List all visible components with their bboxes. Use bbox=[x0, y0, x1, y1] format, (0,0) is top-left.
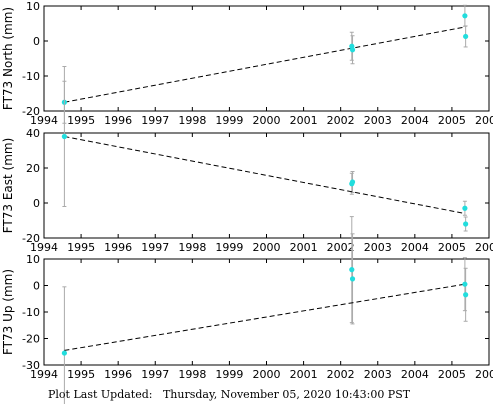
x-tick-label: 2002 bbox=[327, 368, 355, 381]
panel-1: 1994 1995 1996 1997 1998 1999 2000 2001 2002 2003… bbox=[1, 0, 493, 127]
x-tick-label: 1995 bbox=[67, 241, 95, 254]
x-tick-label: 2000 bbox=[253, 241, 281, 254]
x-tick-label: 1997 bbox=[141, 368, 169, 381]
x-tick-label: 1994 bbox=[30, 114, 58, 127]
y-tick-label: -10 bbox=[22, 70, 40, 83]
x-tick-label: 2003 bbox=[364, 368, 392, 381]
x-tick-label: 2000 bbox=[253, 114, 281, 127]
x-tick-label: 1997 bbox=[141, 114, 169, 127]
y-axis-label: FT73 East (mm) bbox=[1, 138, 15, 234]
x-tick-label: 2006 bbox=[475, 114, 493, 127]
trend-line bbox=[64, 26, 465, 103]
x-tick-label: 1996 bbox=[104, 114, 132, 127]
trend-line bbox=[64, 283, 465, 351]
panel-3: 1994 1995 1996 1997 1998 1999 2000 2001 2002 2003… bbox=[1, 216, 493, 404]
plot-frame bbox=[43, 258, 490, 366]
plot-frame bbox=[43, 5, 490, 112]
data-point bbox=[61, 133, 67, 140]
x-tick-label: 1996 bbox=[104, 368, 132, 381]
y-tick-label: 10 bbox=[26, 0, 40, 13]
panel-2: 1994 1995 1996 1997 1998 1999 2000 2001 2002 2003… bbox=[1, 66, 493, 254]
x-tick-label: 2000 bbox=[253, 368, 281, 381]
x-tick-label: 2006 bbox=[475, 241, 493, 254]
y-axis-label: FT73 North (mm) bbox=[1, 7, 15, 110]
data-point bbox=[462, 205, 468, 211]
y-tick-label: 40 bbox=[26, 127, 40, 140]
x-tick-label: 2003 bbox=[364, 241, 392, 254]
data-point bbox=[349, 267, 355, 273]
y-tick-label: 20 bbox=[26, 162, 40, 175]
x-tick-label: 1996 bbox=[104, 241, 132, 254]
x-tick-label: 1995 bbox=[67, 368, 95, 381]
data-point bbox=[349, 276, 356, 282]
y-tick-label: -20 bbox=[22, 232, 40, 245]
x-tick-label: 1998 bbox=[178, 241, 206, 254]
x-tick-label: 2006 bbox=[475, 368, 493, 381]
x-tick-label: 2004 bbox=[401, 114, 429, 127]
x-tick-label: 2002 bbox=[327, 241, 355, 254]
y-tick-label: -20 bbox=[22, 105, 40, 118]
x-tick-label: 2002 bbox=[327, 114, 355, 127]
x-tick-label: 1999 bbox=[215, 114, 243, 127]
x-tick-label: 1994 bbox=[30, 368, 58, 381]
y-tick-label: -30 bbox=[22, 359, 40, 372]
data-point bbox=[462, 281, 468, 287]
y-tick-label: 0 bbox=[33, 197, 40, 210]
x-tick-label: 2005 bbox=[438, 114, 466, 127]
x-tick-label: 2001 bbox=[290, 241, 318, 254]
x-tick-label: 1997 bbox=[141, 241, 169, 254]
x-tick-label: 1999 bbox=[215, 241, 243, 254]
data-point bbox=[61, 350, 67, 356]
x-tick-label: 1998 bbox=[178, 114, 206, 127]
x-tick-label: 2003 bbox=[364, 114, 392, 127]
x-tick-label: 1998 bbox=[178, 368, 206, 381]
x-tick-label: 2001 bbox=[290, 114, 318, 127]
y-tick-label: 10 bbox=[26, 253, 40, 266]
plot-frame bbox=[43, 132, 490, 239]
trend-line bbox=[64, 136, 465, 214]
x-tick-label: 1999 bbox=[215, 368, 243, 381]
x-tick-label: 2005 bbox=[438, 368, 466, 381]
x-tick-label: 2004 bbox=[401, 241, 429, 254]
y-tick-label: -20 bbox=[22, 333, 40, 346]
x-tick-label: 2005 bbox=[438, 241, 466, 254]
data-point bbox=[463, 221, 469, 227]
x-tick-label: 2001 bbox=[290, 368, 318, 381]
y-axis-label: FT73 Up (mm) bbox=[1, 269, 15, 355]
x-tick-label: 1994 bbox=[30, 241, 58, 254]
x-tick-label: 1995 bbox=[67, 114, 95, 127]
x-tick-label: 2004 bbox=[401, 368, 429, 381]
y-tick-label: -10 bbox=[22, 306, 40, 319]
data-point bbox=[349, 47, 356, 53]
data-point bbox=[349, 179, 356, 185]
data-point bbox=[463, 292, 469, 298]
data-point bbox=[463, 33, 469, 40]
y-tick-label: 0 bbox=[33, 280, 40, 293]
y-tick-label: 0 bbox=[33, 35, 40, 48]
plot-updated-footer: Plot Last Updated: Thursday, November 05… bbox=[48, 388, 411, 401]
data-point bbox=[462, 13, 468, 19]
